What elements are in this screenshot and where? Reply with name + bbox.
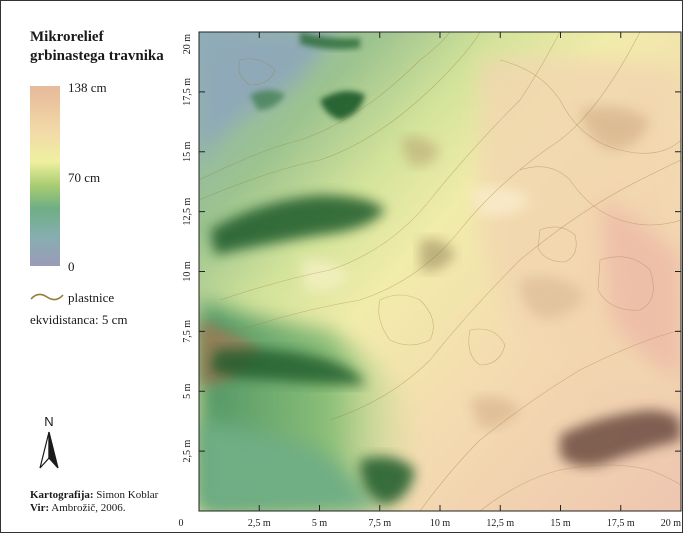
y-tick-label: 20 m bbox=[182, 34, 193, 55]
x-axis-labels: 0 2,5 m 5 m 7,5 m 10 m 12,5 m 15 m 17,5 m 20 m bbox=[179, 518, 682, 529]
elevation-color-ramp bbox=[30, 86, 60, 266]
legend-max-label: 138 cm bbox=[68, 80, 107, 95]
x-tick-label: 20 m bbox=[661, 518, 682, 529]
map-title-line1: Mikrorelief bbox=[30, 29, 104, 45]
y-tick-label: 10 m bbox=[182, 261, 193, 282]
x-tick-label: 0 bbox=[179, 518, 184, 529]
x-tick-label: 15 m bbox=[550, 518, 571, 529]
y-tick-label: 2,5 m bbox=[182, 440, 193, 463]
map-title: Mikrorelief grbinastega travnika bbox=[30, 28, 164, 66]
y-tick-label: 17,5 m bbox=[182, 78, 193, 106]
y-tick-label: 7,5 m bbox=[182, 320, 193, 343]
credits: Kartografija: Simon Koblar Vir: Ambrožič… bbox=[30, 489, 158, 515]
map-title-line2: grbinastega travnika bbox=[30, 48, 164, 64]
north-label: N bbox=[44, 414, 53, 429]
legend-panel: Mikrorelief grbinastega travnika 138 cm … bbox=[0, 0, 196, 531]
legend-equidistance: ekvidistanca: 5 cm bbox=[30, 312, 128, 327]
y-tick-label: 15 m bbox=[182, 141, 193, 162]
y-tick-label: 5 m bbox=[182, 383, 193, 399]
relief-raster bbox=[199, 32, 681, 511]
legend-contour-label: plastnice bbox=[68, 290, 115, 305]
x-tick-label: 17,5 m bbox=[607, 518, 635, 529]
credits-source: Vir: Ambrožič, 2006. bbox=[30, 502, 126, 514]
y-axis-labels: 2,5 m 5 m 7,5 m 10 m 12,5 m 15 m 17,5 m 20 m bbox=[182, 34, 193, 463]
x-tick-label: 12,5 m bbox=[486, 518, 514, 529]
legend-mid-label: 70 cm bbox=[68, 170, 101, 185]
x-tick-label: 7,5 m bbox=[368, 518, 391, 529]
north-arrow-icon: N bbox=[39, 414, 59, 469]
x-tick-label: 10 m bbox=[430, 518, 451, 529]
y-tick-label: 12,5 m bbox=[182, 198, 193, 226]
x-tick-label: 2,5 m bbox=[248, 518, 271, 529]
legend-min-label: 0 bbox=[68, 259, 75, 274]
axis-ticks bbox=[199, 32, 681, 511]
contour-lines bbox=[199, 32, 681, 511]
contour-symbol-icon bbox=[30, 293, 64, 301]
credits-cartography: Kartografija: Simon Koblar bbox=[30, 489, 159, 501]
x-tick-label: 5 m bbox=[312, 518, 328, 529]
